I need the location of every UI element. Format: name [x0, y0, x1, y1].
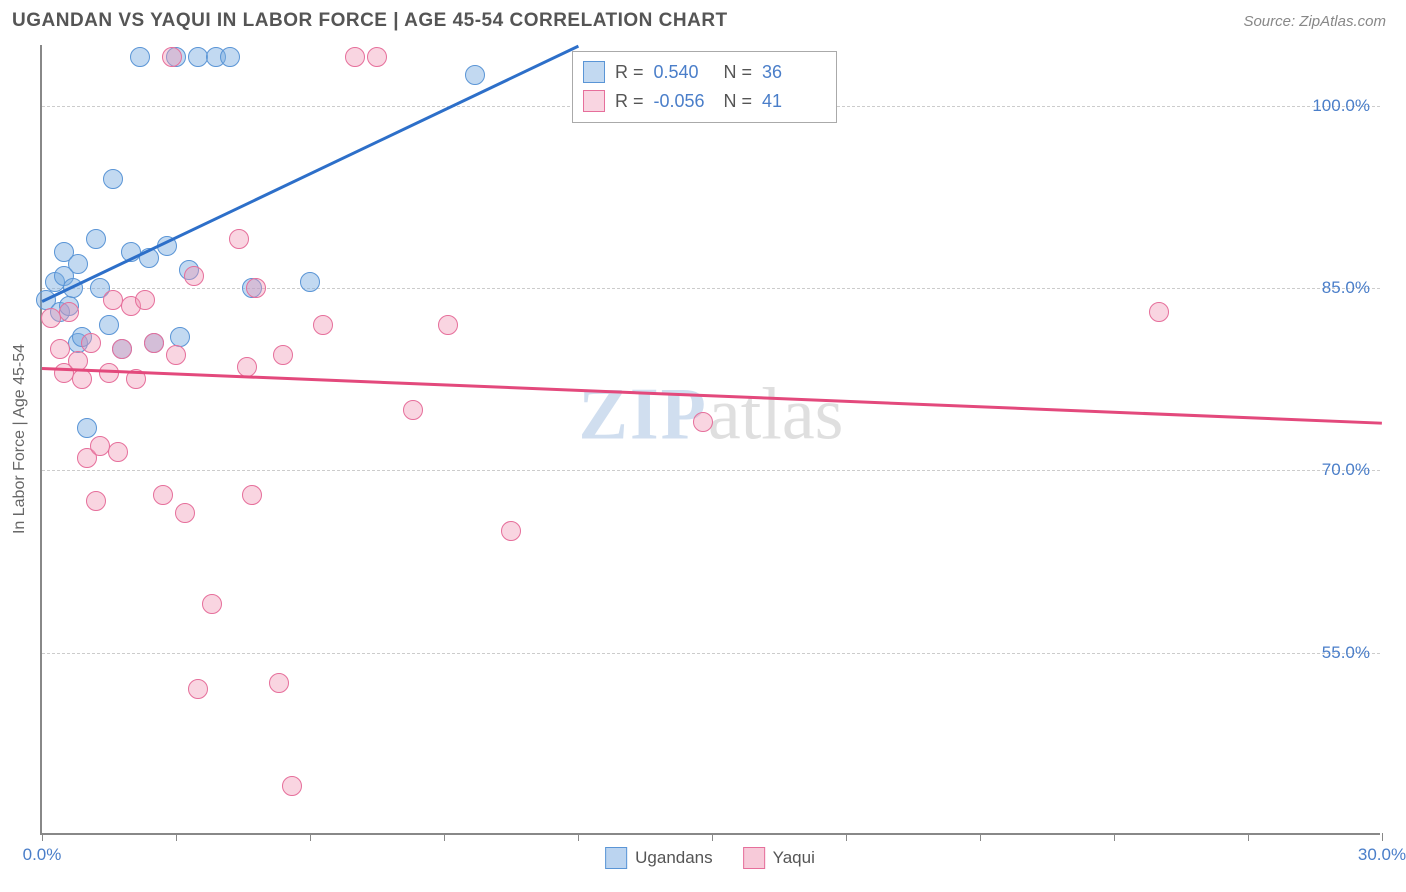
stats-r-label: R =: [615, 87, 644, 116]
y-tick-label: 55.0%: [1322, 643, 1370, 663]
y-axis-label: In Labor Force | Age 45-54: [11, 344, 29, 534]
y-tick-label: 85.0%: [1322, 278, 1370, 298]
x-tick: [310, 833, 311, 841]
data-point: [108, 442, 128, 462]
data-point: [99, 363, 119, 383]
data-point: [175, 503, 195, 523]
chart-title: UGANDAN VS YAQUI IN LABOR FORCE | AGE 45…: [12, 10, 728, 32]
data-point: [77, 418, 97, 438]
x-tick: [980, 833, 981, 841]
data-point: [99, 315, 119, 335]
data-point: [313, 315, 333, 335]
data-point: [367, 47, 387, 67]
stats-n-value: 36: [762, 58, 822, 87]
chart-header: UGANDAN VS YAQUI IN LABOR FORCE | AGE 45…: [0, 0, 1406, 40]
data-point: [130, 47, 150, 67]
data-point: [202, 594, 222, 614]
gridline-h: [42, 470, 1380, 471]
watermark-atlas: atlas: [708, 374, 844, 456]
data-point: [273, 345, 293, 365]
watermark-zip: ZIP: [579, 374, 708, 456]
stats-swatch: [583, 61, 605, 83]
data-point: [153, 485, 173, 505]
x-tick-label: 0.0%: [23, 845, 62, 865]
x-tick: [846, 833, 847, 841]
legend-swatch: [605, 847, 627, 869]
x-tick: [1382, 833, 1383, 841]
x-tick: [578, 833, 579, 841]
data-point: [242, 485, 262, 505]
x-tick: [42, 833, 43, 841]
data-point: [184, 266, 204, 286]
x-tick: [444, 833, 445, 841]
data-point: [103, 169, 123, 189]
data-point: [220, 47, 240, 67]
data-point: [282, 776, 302, 796]
plot-area: In Labor Force | Age 45-54 ZIPatlas 55.0…: [40, 45, 1380, 835]
data-point: [229, 229, 249, 249]
data-point: [68, 254, 88, 274]
data-point: [188, 679, 208, 699]
data-point: [300, 272, 320, 292]
legend-label: Yaqui: [773, 848, 815, 868]
data-point: [144, 333, 164, 353]
data-point: [345, 47, 365, 67]
data-point: [246, 278, 266, 298]
chart-source: Source: ZipAtlas.com: [1243, 13, 1386, 30]
data-point: [170, 327, 190, 347]
data-point: [465, 65, 485, 85]
x-tick: [1248, 833, 1249, 841]
x-tick: [1114, 833, 1115, 841]
data-point: [269, 673, 289, 693]
trend-line: [42, 367, 1382, 424]
legend: Ugandans Yaqui: [605, 847, 815, 869]
x-tick-label: 30.0%: [1358, 845, 1406, 865]
stats-r-value: 0.540: [654, 58, 714, 87]
x-tick: [176, 833, 177, 841]
stats-swatch: [583, 90, 605, 112]
legend-item: Yaqui: [743, 847, 815, 869]
data-point: [86, 491, 106, 511]
data-point: [59, 302, 79, 322]
data-point: [166, 345, 186, 365]
stats-box: R = 0.540 N = 36 R = -0.056 N = 41: [572, 51, 837, 123]
y-tick-label: 100.0%: [1312, 96, 1370, 116]
gridline-h: [42, 653, 1380, 654]
data-point: [403, 400, 423, 420]
data-point: [86, 229, 106, 249]
data-point: [72, 369, 92, 389]
legend-item: Ugandans: [605, 847, 713, 869]
x-tick: [712, 833, 713, 841]
stats-n-value: 41: [762, 87, 822, 116]
data-point: [162, 47, 182, 67]
data-point: [237, 357, 257, 377]
stats-n-label: N =: [724, 87, 753, 116]
data-point: [81, 333, 101, 353]
y-tick-label: 70.0%: [1322, 460, 1370, 480]
chart-container: In Labor Force | Age 45-54 ZIPatlas 55.0…: [40, 45, 1380, 835]
stats-r-label: R =: [615, 58, 644, 87]
legend-label: Ugandans: [635, 848, 713, 868]
data-point: [1149, 302, 1169, 322]
data-point: [501, 521, 521, 541]
stats-r-value: -0.056: [654, 87, 714, 116]
data-point: [112, 339, 132, 359]
stats-row: R = -0.056 N = 41: [583, 87, 822, 116]
stats-n-label: N =: [724, 58, 753, 87]
stats-row: R = 0.540 N = 36: [583, 58, 822, 87]
data-point: [135, 290, 155, 310]
data-point: [693, 412, 713, 432]
data-point: [50, 339, 70, 359]
data-point: [438, 315, 458, 335]
legend-swatch: [743, 847, 765, 869]
